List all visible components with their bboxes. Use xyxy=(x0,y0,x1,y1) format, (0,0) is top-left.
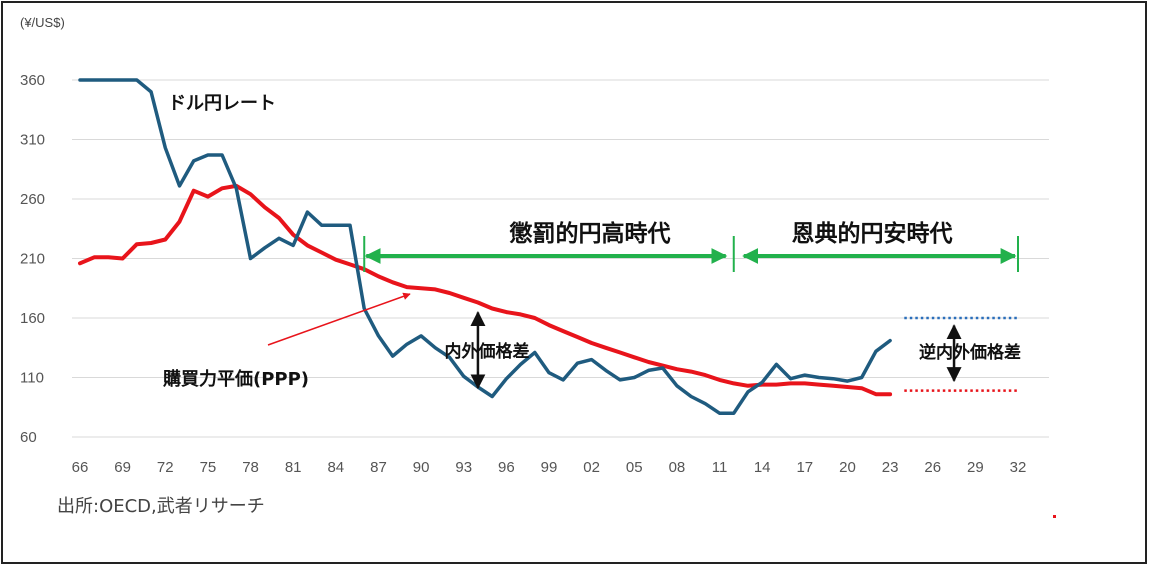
x-tick-label: 02 xyxy=(583,459,600,476)
x-tick-label: 78 xyxy=(242,459,259,476)
stray-red-mark xyxy=(1053,515,1056,518)
x-tick-label: 17 xyxy=(796,459,813,476)
y-tick-label: 310 xyxy=(20,132,45,149)
x-tick-label: 87 xyxy=(370,459,387,476)
ppp-pointer-arrow xyxy=(267,292,411,346)
y-unit-label: (¥/US$) xyxy=(20,15,65,30)
x-tick-label: 81 xyxy=(285,459,302,476)
x-tick-label: 90 xyxy=(413,459,430,476)
usd-jpy-rate-line xyxy=(78,78,892,415)
x-tick-label: 08 xyxy=(669,459,686,476)
x-tick-label: 66 xyxy=(72,459,89,476)
y-tick-label: 160 xyxy=(20,310,45,327)
x-tick-label: 84 xyxy=(327,459,344,476)
x-tick-label: 20 xyxy=(839,459,856,476)
series-lines xyxy=(78,78,1018,415)
x-tick-label: 72 xyxy=(157,459,174,476)
x-tick-label: 96 xyxy=(498,459,515,476)
y-tick-label: 360 xyxy=(20,72,45,89)
x-tick-label: 75 xyxy=(200,459,217,476)
x-tick-label: 93 xyxy=(455,459,472,476)
source-note: 出所:OECD,武者リサーチ xyxy=(57,496,265,517)
gap2-label: 逆内外価格差 xyxy=(919,342,1021,363)
era1-label: 懲罰的円高時代 xyxy=(510,220,671,247)
era2-label: 恩典的円安時代 xyxy=(792,220,953,247)
annotations: 懲罰的円高時代 恩典的円安時代 内外価格差 逆内外価格差 ドル円レート 購買力平… xyxy=(162,93,1021,390)
x-tick-label: 26 xyxy=(924,459,941,476)
x-tick-label: 11 xyxy=(712,459,728,476)
ppp-series-label: 購買力平価(PPP) xyxy=(162,368,309,390)
x-tick-label: 99 xyxy=(541,459,558,476)
x-tick-label: 32 xyxy=(1010,459,1027,476)
x-axis-ticks: 66 69 72 75 78 81 84 87 90 93 96 99 02 05 08 11 14 17 20 23… xyxy=(72,459,1027,476)
y-tick-label: 110 xyxy=(20,370,44,387)
x-tick-label: 69 xyxy=(114,459,131,476)
y-tick-label: 260 xyxy=(20,191,45,208)
y-tick-label: 210 xyxy=(20,251,45,268)
x-tick-label: 29 xyxy=(967,459,984,476)
rate-series-label: ドル円レート xyxy=(168,93,276,114)
x-tick-label: 23 xyxy=(882,459,899,476)
y-axis-ticks: 60 110 160 210 260 310 360 xyxy=(20,72,45,446)
x-tick-label: 05 xyxy=(626,459,643,476)
gap1-label: 内外価格差 xyxy=(445,341,530,362)
ppp-line xyxy=(78,183,893,397)
x-tick-label: 14 xyxy=(754,459,771,476)
y-tick-label: 60 xyxy=(20,429,37,446)
